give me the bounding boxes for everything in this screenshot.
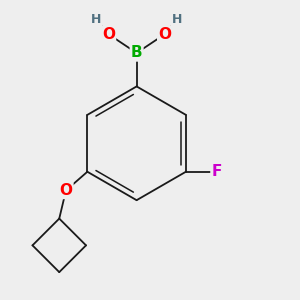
Text: O: O: [158, 27, 171, 42]
Text: O: O: [59, 183, 72, 198]
Text: H: H: [91, 13, 102, 26]
Text: F: F: [212, 164, 222, 179]
Text: H: H: [172, 13, 182, 26]
Text: O: O: [102, 27, 115, 42]
Text: B: B: [131, 46, 142, 61]
